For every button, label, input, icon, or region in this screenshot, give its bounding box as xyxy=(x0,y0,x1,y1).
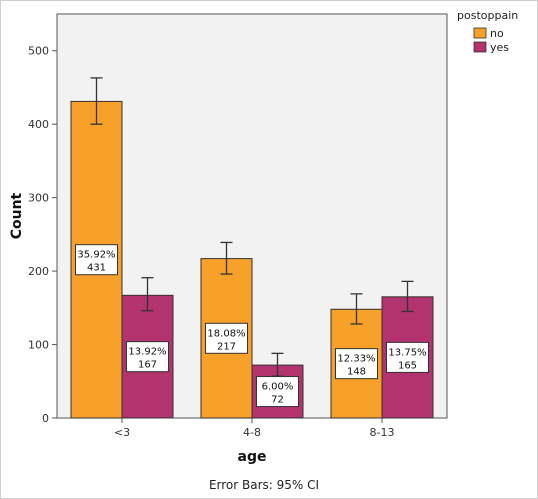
data-label-count: 165 xyxy=(398,360,417,371)
data-label-percent: 13.75% xyxy=(388,347,426,358)
data-label-box xyxy=(256,376,299,408)
data-label-count: 217 xyxy=(217,341,236,352)
y-tick-label: 0 xyxy=(42,412,49,425)
legend-swatch-no xyxy=(473,27,487,39)
x-tick-label: <3 xyxy=(114,426,130,439)
legend-label-no: no xyxy=(490,27,504,40)
data-label-percent: 35.92% xyxy=(77,250,115,261)
data-label-box xyxy=(75,244,118,276)
data-label-box xyxy=(205,322,248,354)
data-label-percent: 13.92% xyxy=(128,347,166,358)
y-tick-label: 500 xyxy=(28,45,49,58)
data-label-count: 72 xyxy=(271,395,284,406)
y-axis-title: Count xyxy=(9,192,25,239)
x-tick-label: 4-8 xyxy=(243,426,261,439)
footnote: Error Bars: 95% CI xyxy=(209,478,319,492)
y-tick-label: 400 xyxy=(28,118,49,131)
legend-label-yes: yes xyxy=(490,41,509,54)
data-label-count: 148 xyxy=(347,367,366,378)
data-label-count: 431 xyxy=(87,263,106,274)
data-label-percent: 6.00% xyxy=(262,382,294,393)
data-label-box xyxy=(126,341,169,373)
legend-title: postoppain xyxy=(457,9,518,22)
data-label-percent: 18.08% xyxy=(207,328,245,339)
data-label-percent: 12.33% xyxy=(337,354,375,365)
y-tick-label: 300 xyxy=(28,192,49,205)
x-axis-title: age xyxy=(238,449,267,465)
data-label-box xyxy=(386,341,429,373)
data-label-box xyxy=(335,348,378,380)
x-tick-label: 8-13 xyxy=(370,426,395,439)
legend-swatch-yes xyxy=(473,41,487,53)
y-tick-label: 200 xyxy=(28,265,49,278)
y-tick-label: 100 xyxy=(28,339,49,352)
data-label-count: 167 xyxy=(138,360,157,371)
